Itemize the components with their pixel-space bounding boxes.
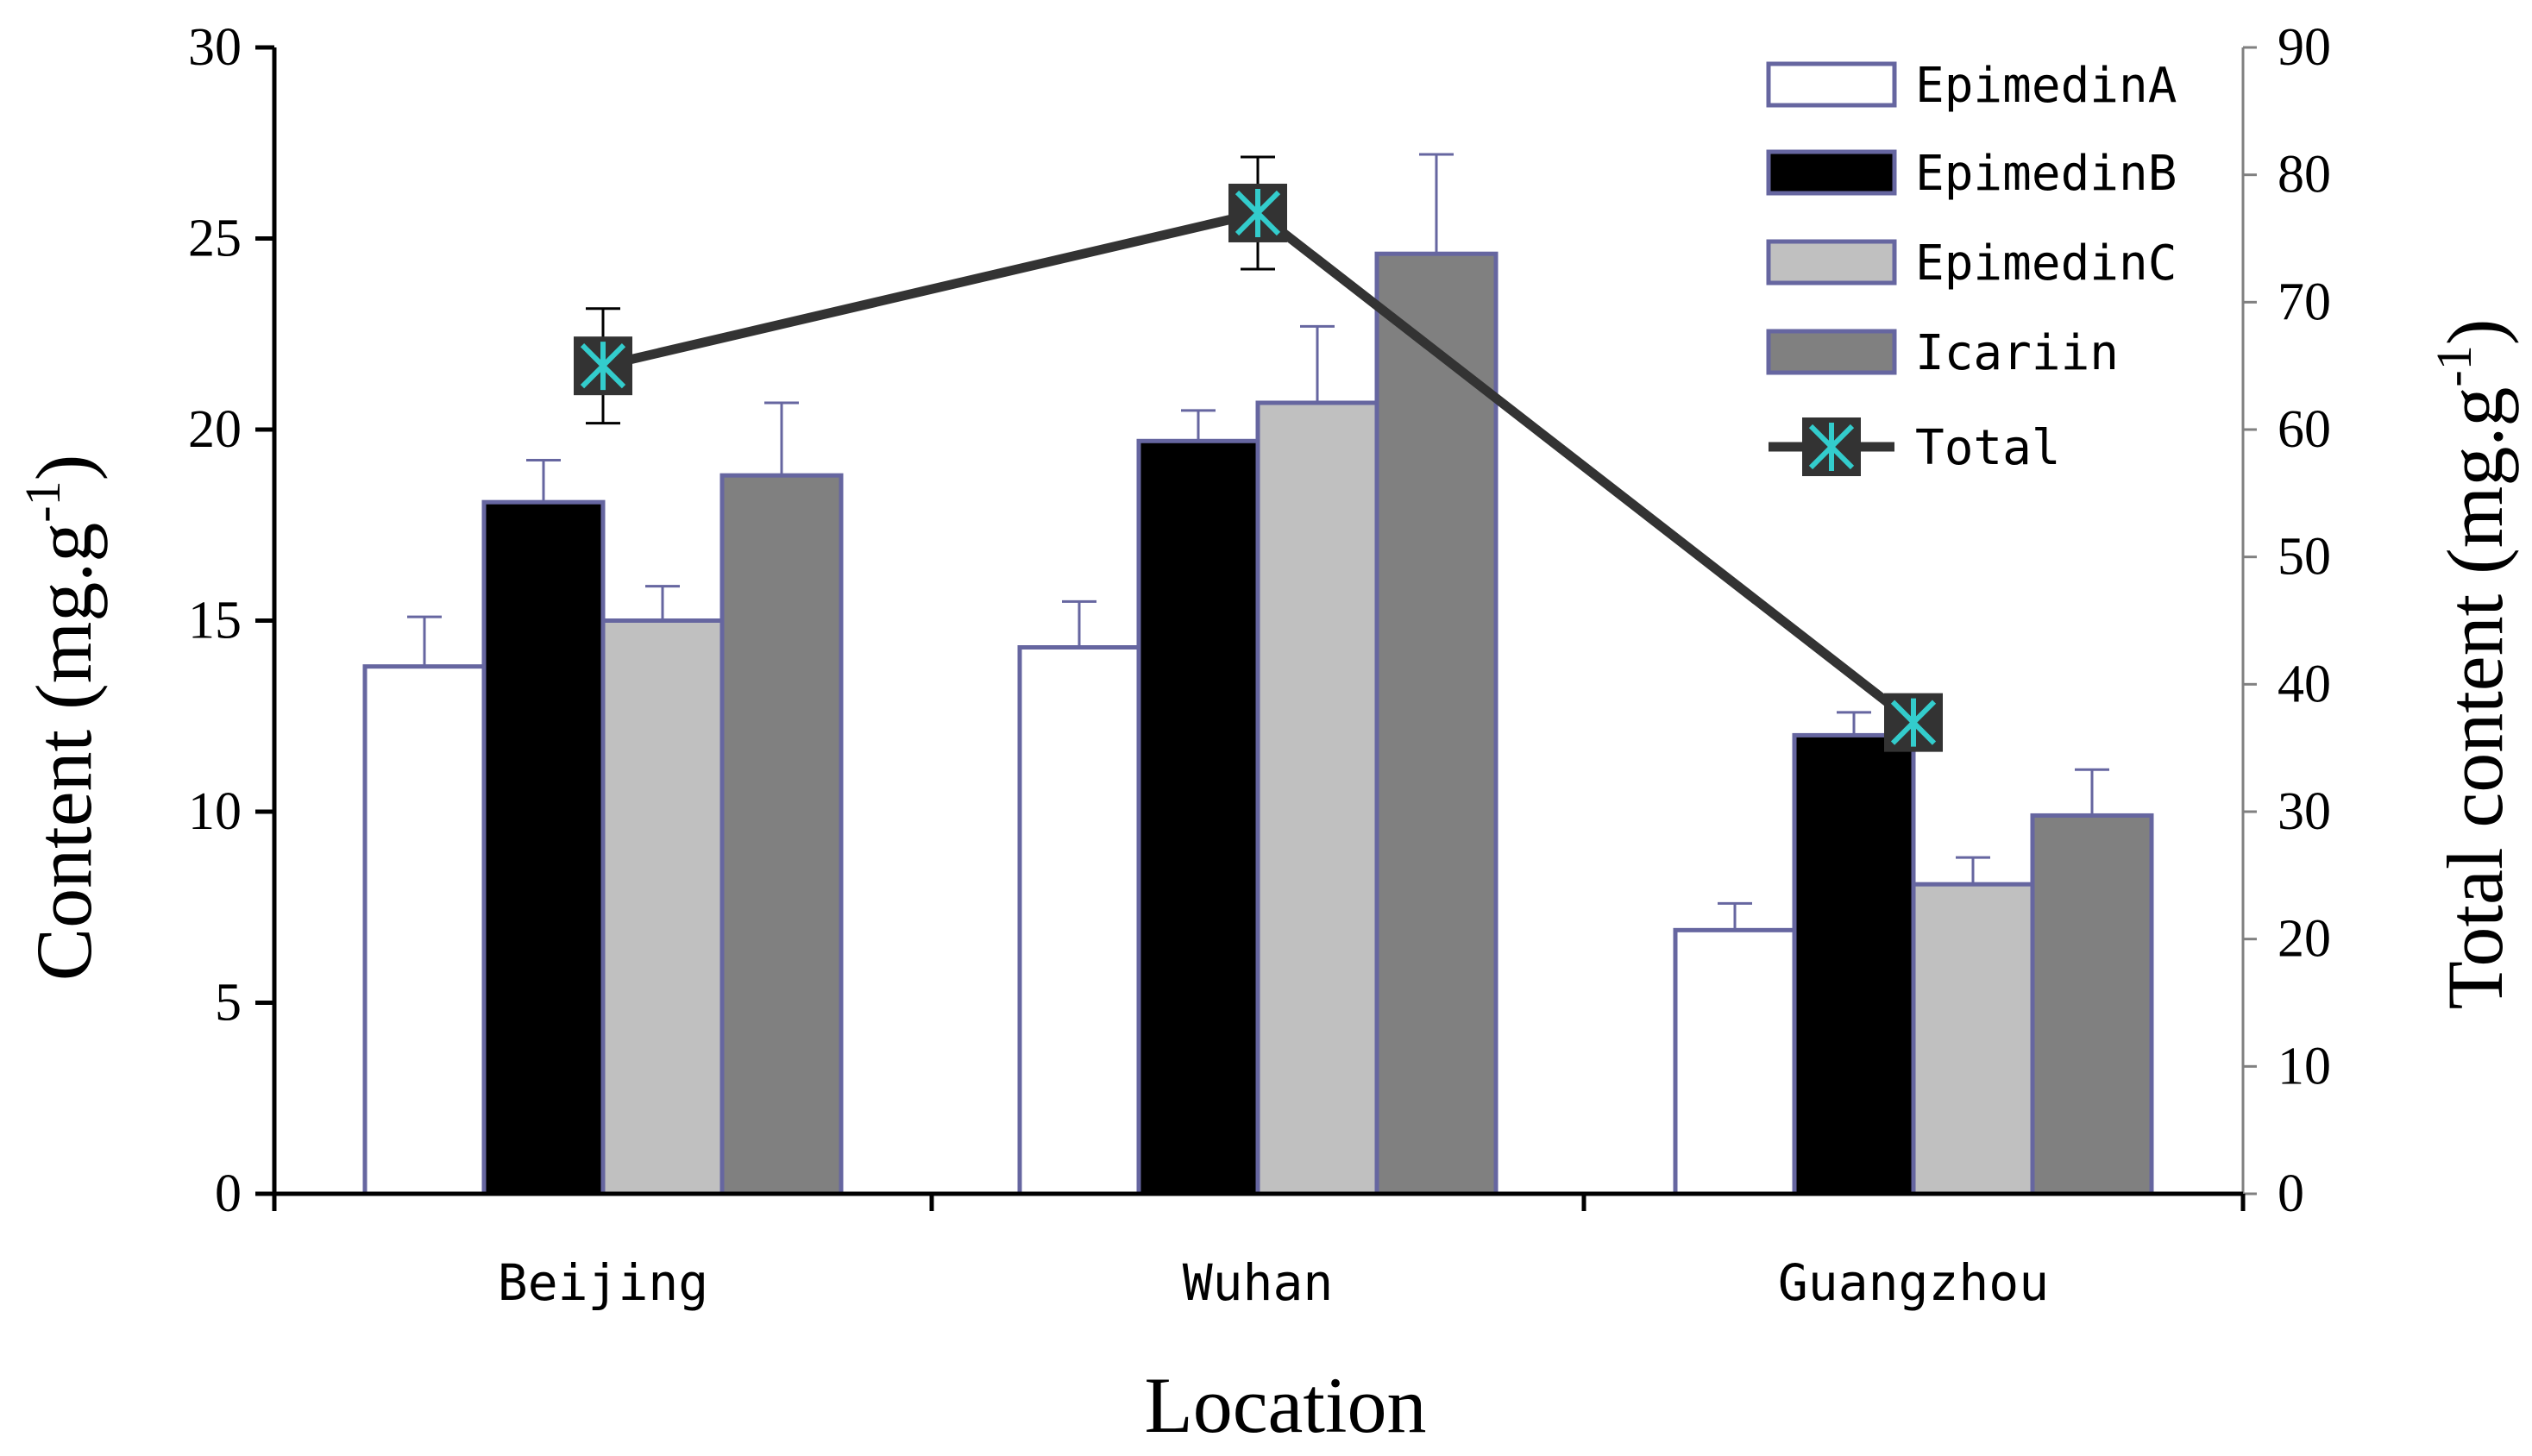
y-tick-label-right: 60	[2278, 400, 2331, 459]
y-tick-label-left: 30	[188, 18, 242, 77]
y-tick-label-left: 10	[188, 782, 242, 841]
legend: EpimedinA EpimedinB EpimedinC Icariin Total	[1766, 58, 2177, 476]
legend-swatch-epimedinc	[1766, 239, 1897, 286]
y-tick-label-left: 15	[188, 592, 242, 650]
bar-epimedinc-wuhan	[1255, 400, 1379, 1196]
x-tick-label: Wuhan	[1183, 1253, 1334, 1312]
legend-swatch-total-marker	[1802, 417, 1861, 476]
y-tick-label-left: 5	[215, 974, 242, 1032]
x-tick-label: Beijing	[498, 1253, 708, 1312]
bar-epimedinb-guangzhou	[1792, 732, 1916, 1196]
y-tick-label-right: 70	[2278, 273, 2331, 331]
bar-epimedinc-guangzhou	[1911, 882, 2035, 1196]
legend-label-icariin: Icariin	[1915, 325, 2119, 381]
x-axis-title: Location	[1145, 1361, 1427, 1449]
y-tick-label-right: 10	[2278, 1037, 2331, 1095]
y-tick-label-right: 80	[2278, 146, 2331, 204]
y-tick-label-right: 0	[2278, 1164, 2304, 1223]
legend-swatch-epimedina	[1766, 61, 1897, 108]
y-tick-label-right: 20	[2278, 910, 2331, 969]
bar-icariin-guangzhou	[2030, 813, 2154, 1196]
y-tick-label-right: 90	[2278, 18, 2331, 77]
total-line-group	[574, 155, 1943, 752]
bar-icariin-beijing	[719, 473, 844, 1196]
bar-epimedinb-wuhan	[1136, 438, 1260, 1196]
legend-label-epimedinc: EpimedinC	[1915, 235, 2177, 292]
bar-icariin-wuhan	[1374, 251, 1498, 1196]
bar-epimedina-wuhan	[1017, 645, 1141, 1196]
bar-epimedinb-beijing	[481, 499, 606, 1196]
bar-epimedina-guangzhou	[1673, 927, 1797, 1196]
y-tick-label-right: 50	[2278, 528, 2331, 587]
bars-group	[362, 153, 2154, 1196]
legend-label-epimedinb: EpimedinB	[1915, 146, 2177, 202]
y-tick-label-left: 25	[188, 210, 242, 268]
total-point-beijing	[574, 336, 632, 396]
y-tick-label-right: 30	[2278, 782, 2331, 841]
y-tick-label-left: 20	[188, 400, 242, 459]
legend-label-epimedina: EpimedinA	[1915, 58, 2177, 114]
y-tick-label-left: 0	[215, 1164, 242, 1223]
legend-label-total: Total	[1915, 420, 2061, 476]
x-tick-label: Guangzhou	[1778, 1253, 2049, 1312]
y-tick-label-right: 40	[2278, 655, 2331, 713]
legend-swatch-epimedinb	[1766, 149, 1897, 196]
bar-epimedinc-beijing	[600, 618, 725, 1196]
bar-epimedina-beijing	[362, 664, 487, 1196]
total-point-wuhan	[1228, 183, 1287, 242]
y-axis-title-left: Content (mg.g-1)	[15, 455, 108, 981]
legend-swatch-icariin	[1766, 329, 1897, 375]
y-axis-title-right: Total content (mg.g-1)	[2426, 319, 2519, 1010]
total-point-guangzhou	[1884, 693, 1943, 752]
